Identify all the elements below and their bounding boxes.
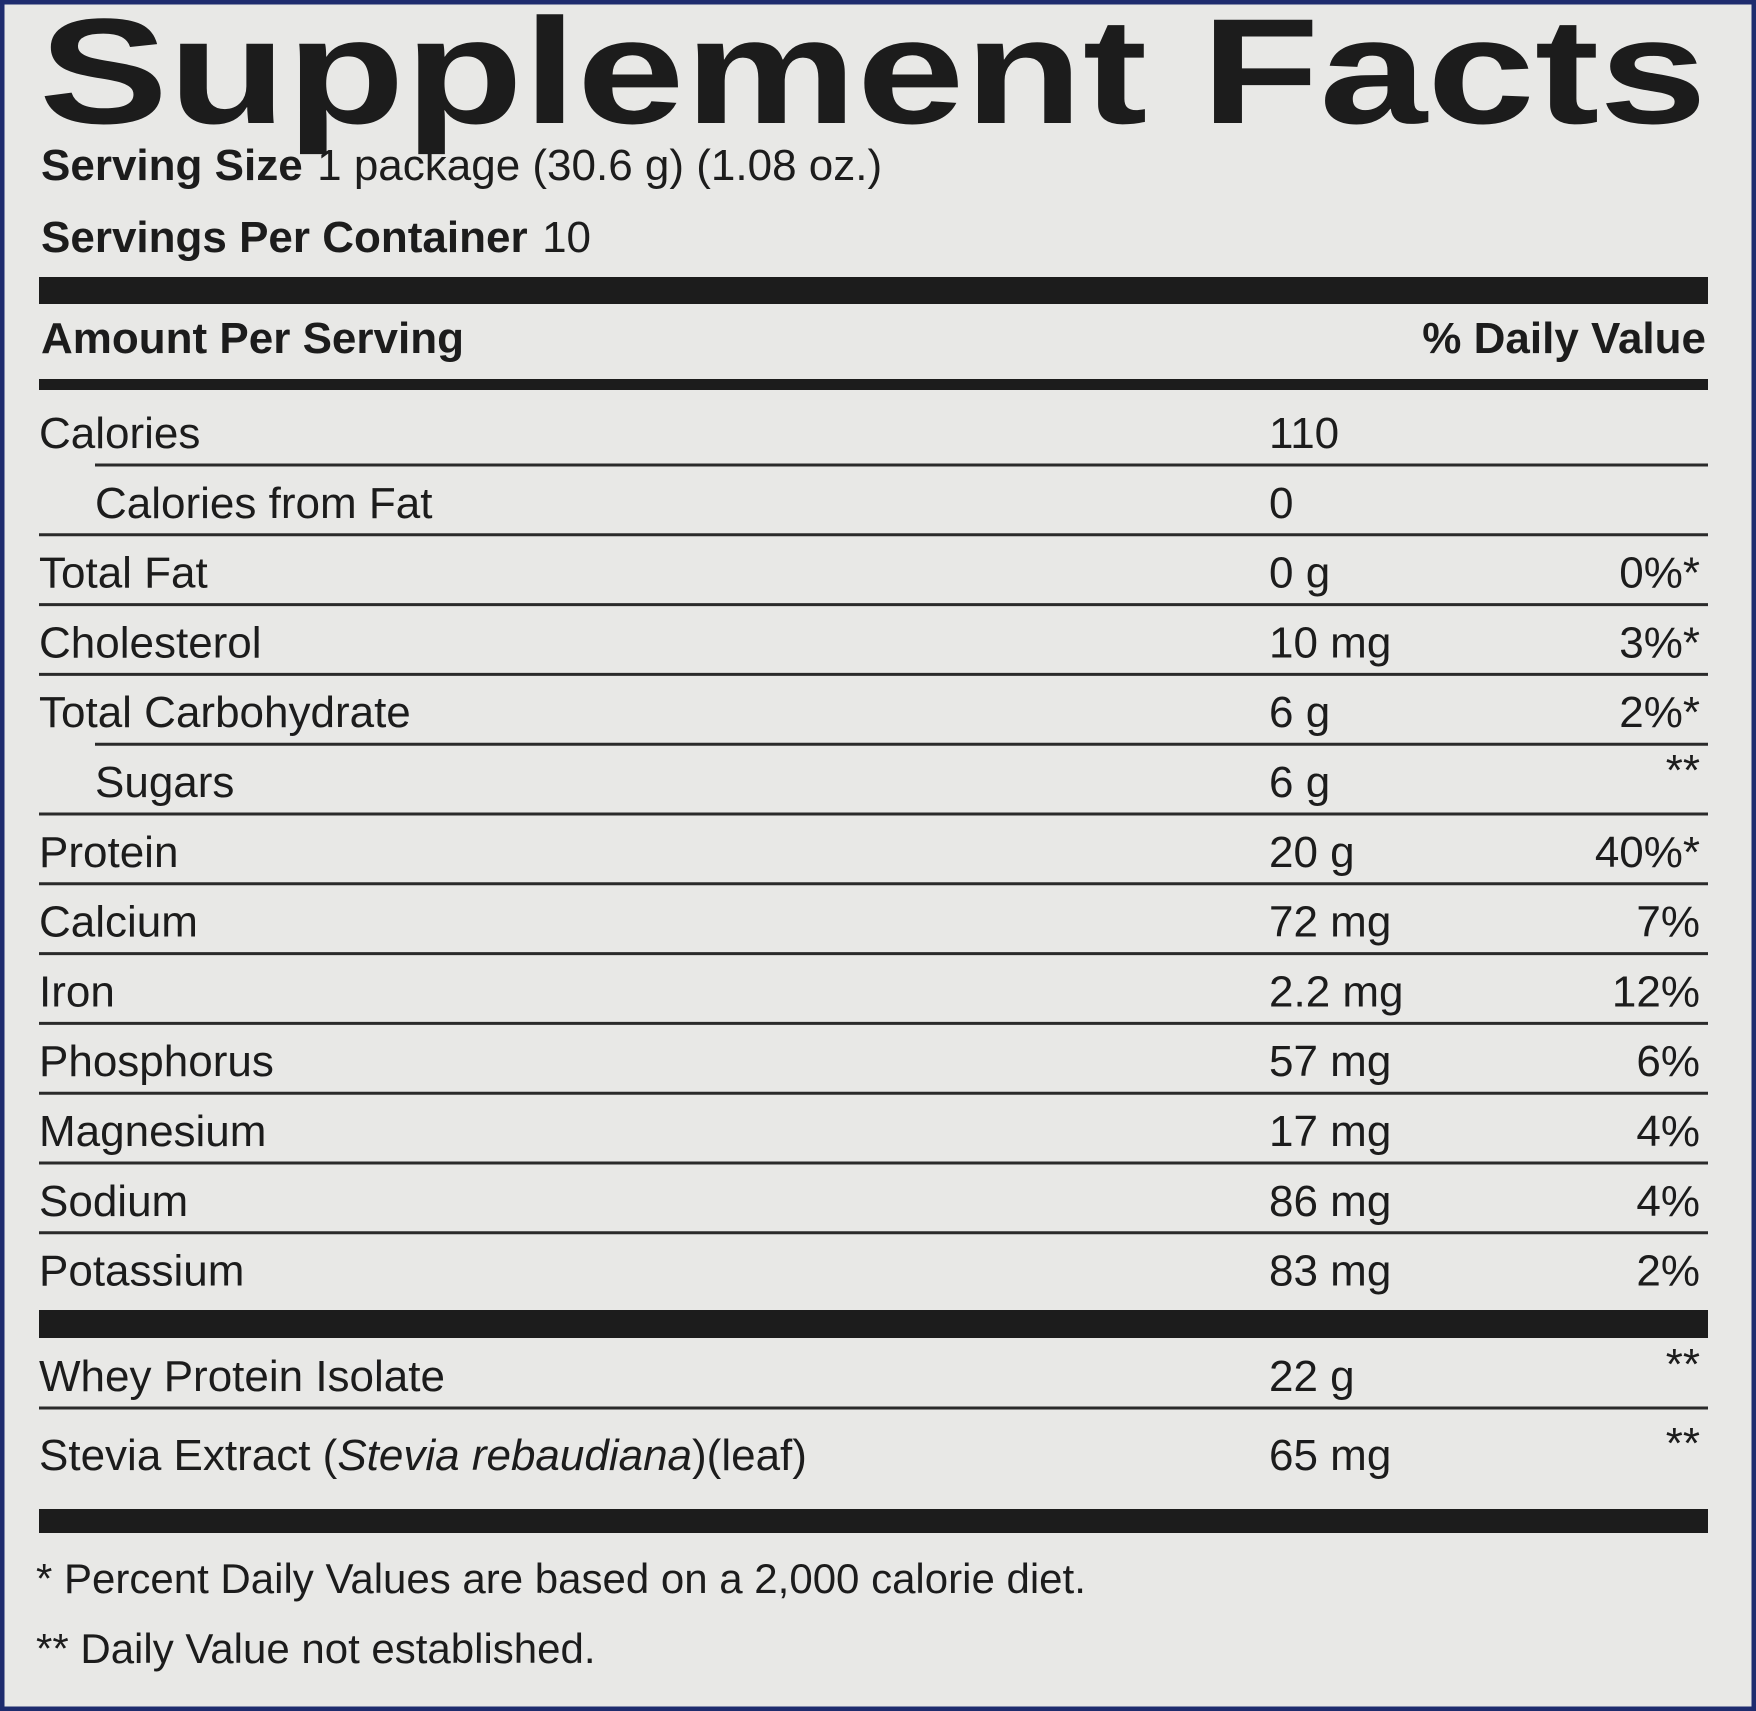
amount: 20 g — [1269, 828, 1355, 877]
amount: 22 g — [1269, 1352, 1355, 1401]
footnotes: * Percent Daily Values are based on a 2,… — [36, 1555, 1086, 1672]
daily-value: 3%* — [1619, 618, 1700, 667]
daily-value: 6% — [1636, 1037, 1700, 1086]
amount: 86 mg — [1269, 1177, 1391, 1226]
amount-header: Amount Per Serving — [41, 314, 464, 363]
name: Whey Protein Isolate — [39, 1352, 445, 1401]
serving-size: Serving Size 1 package (30.6 g) (1.08 oz… — [41, 141, 882, 190]
amount: 10 mg — [1269, 618, 1391, 667]
daily-value: 2% — [1636, 1247, 1700, 1296]
servings-value: 10 — [542, 213, 591, 262]
amount: 110 — [1269, 409, 1339, 458]
ingredient-name: Whey Protein Isolate — [39, 1352, 445, 1401]
footnote: ** Daily Value not established. — [36, 1625, 596, 1672]
serving-size-value: 1 package (30.6 g) (1.08 oz.) — [317, 141, 882, 190]
ingredient-rows: Whey Protein Isolate 22 g ** Stevia Extract… — [39, 1340, 1708, 1480]
daily-value: ** — [1666, 1340, 1700, 1389]
amount: 2.2 mg — [1269, 967, 1404, 1016]
name-italic: Stevia rebaudiana — [337, 1431, 692, 1480]
nutrient-rows: Calories 110 Calories from Fat 0 Total Fat 0 … — [39, 409, 1708, 1296]
daily-value: 4% — [1636, 1107, 1700, 1156]
amount: 57 mg — [1269, 1037, 1391, 1086]
servings-label: Servings Per Container — [41, 213, 528, 262]
servings-per-container: Servings Per Container 10 — [41, 213, 591, 262]
nutrient-name: Calories from Fat — [95, 479, 432, 528]
nutrient-name: Calcium — [39, 898, 198, 947]
amount: 83 mg — [1269, 1247, 1391, 1296]
amount: 72 mg — [1269, 898, 1391, 947]
nutrient-name: Protein — [39, 828, 178, 877]
daily-value: ** — [1666, 746, 1700, 795]
nutrient-name: Magnesium — [39, 1107, 266, 1156]
nutrient-name: Sugars — [95, 758, 234, 807]
footnote: * Percent Daily Values are based on a 2,… — [36, 1555, 1086, 1602]
nutrient-name: Total Carbohydrate — [39, 688, 411, 737]
nutrient-name: Calories — [39, 409, 200, 458]
name: Stevia Extract ( — [39, 1431, 338, 1480]
daily-value: 0%* — [1619, 549, 1700, 598]
nutrient-name: Iron — [39, 967, 115, 1016]
daily-value: 12% — [1612, 967, 1700, 1016]
serving-size-label: Serving Size — [41, 141, 303, 190]
amount: 65 mg — [1269, 1431, 1391, 1480]
amount: 6 g — [1269, 688, 1330, 737]
nutrient-name: Cholesterol — [39, 618, 262, 667]
amount: 0 — [1269, 479, 1293, 528]
name-after: )(leaf) — [692, 1431, 807, 1480]
daily-value: 4% — [1636, 1177, 1700, 1226]
daily-value: ** — [1666, 1419, 1700, 1468]
thick-rule — [39, 1310, 1708, 1338]
thick-rule — [39, 277, 1708, 304]
amount: 0 g — [1269, 549, 1330, 598]
nutrient-name: Sodium — [39, 1177, 188, 1226]
nutrient-name: Potassium — [39, 1247, 244, 1296]
ingredient-name: Stevia Extract (Stevia rebaudiana)(leaf) — [39, 1431, 807, 1480]
daily-value: 7% — [1636, 898, 1700, 947]
daily-value: 2%* — [1619, 688, 1700, 737]
thick-rule — [39, 1509, 1708, 1533]
medium-rule — [39, 379, 1708, 390]
amount: 17 mg — [1269, 1107, 1391, 1156]
title: Supplement Facts — [39, 0, 1707, 155]
daily-value: 40%* — [1595, 828, 1700, 877]
nutrient-name: Phosphorus — [39, 1037, 274, 1086]
daily-value-header: % Daily Value — [1422, 314, 1706, 363]
amount: 6 g — [1269, 758, 1330, 807]
nutrient-name: Total Fat — [39, 549, 208, 598]
